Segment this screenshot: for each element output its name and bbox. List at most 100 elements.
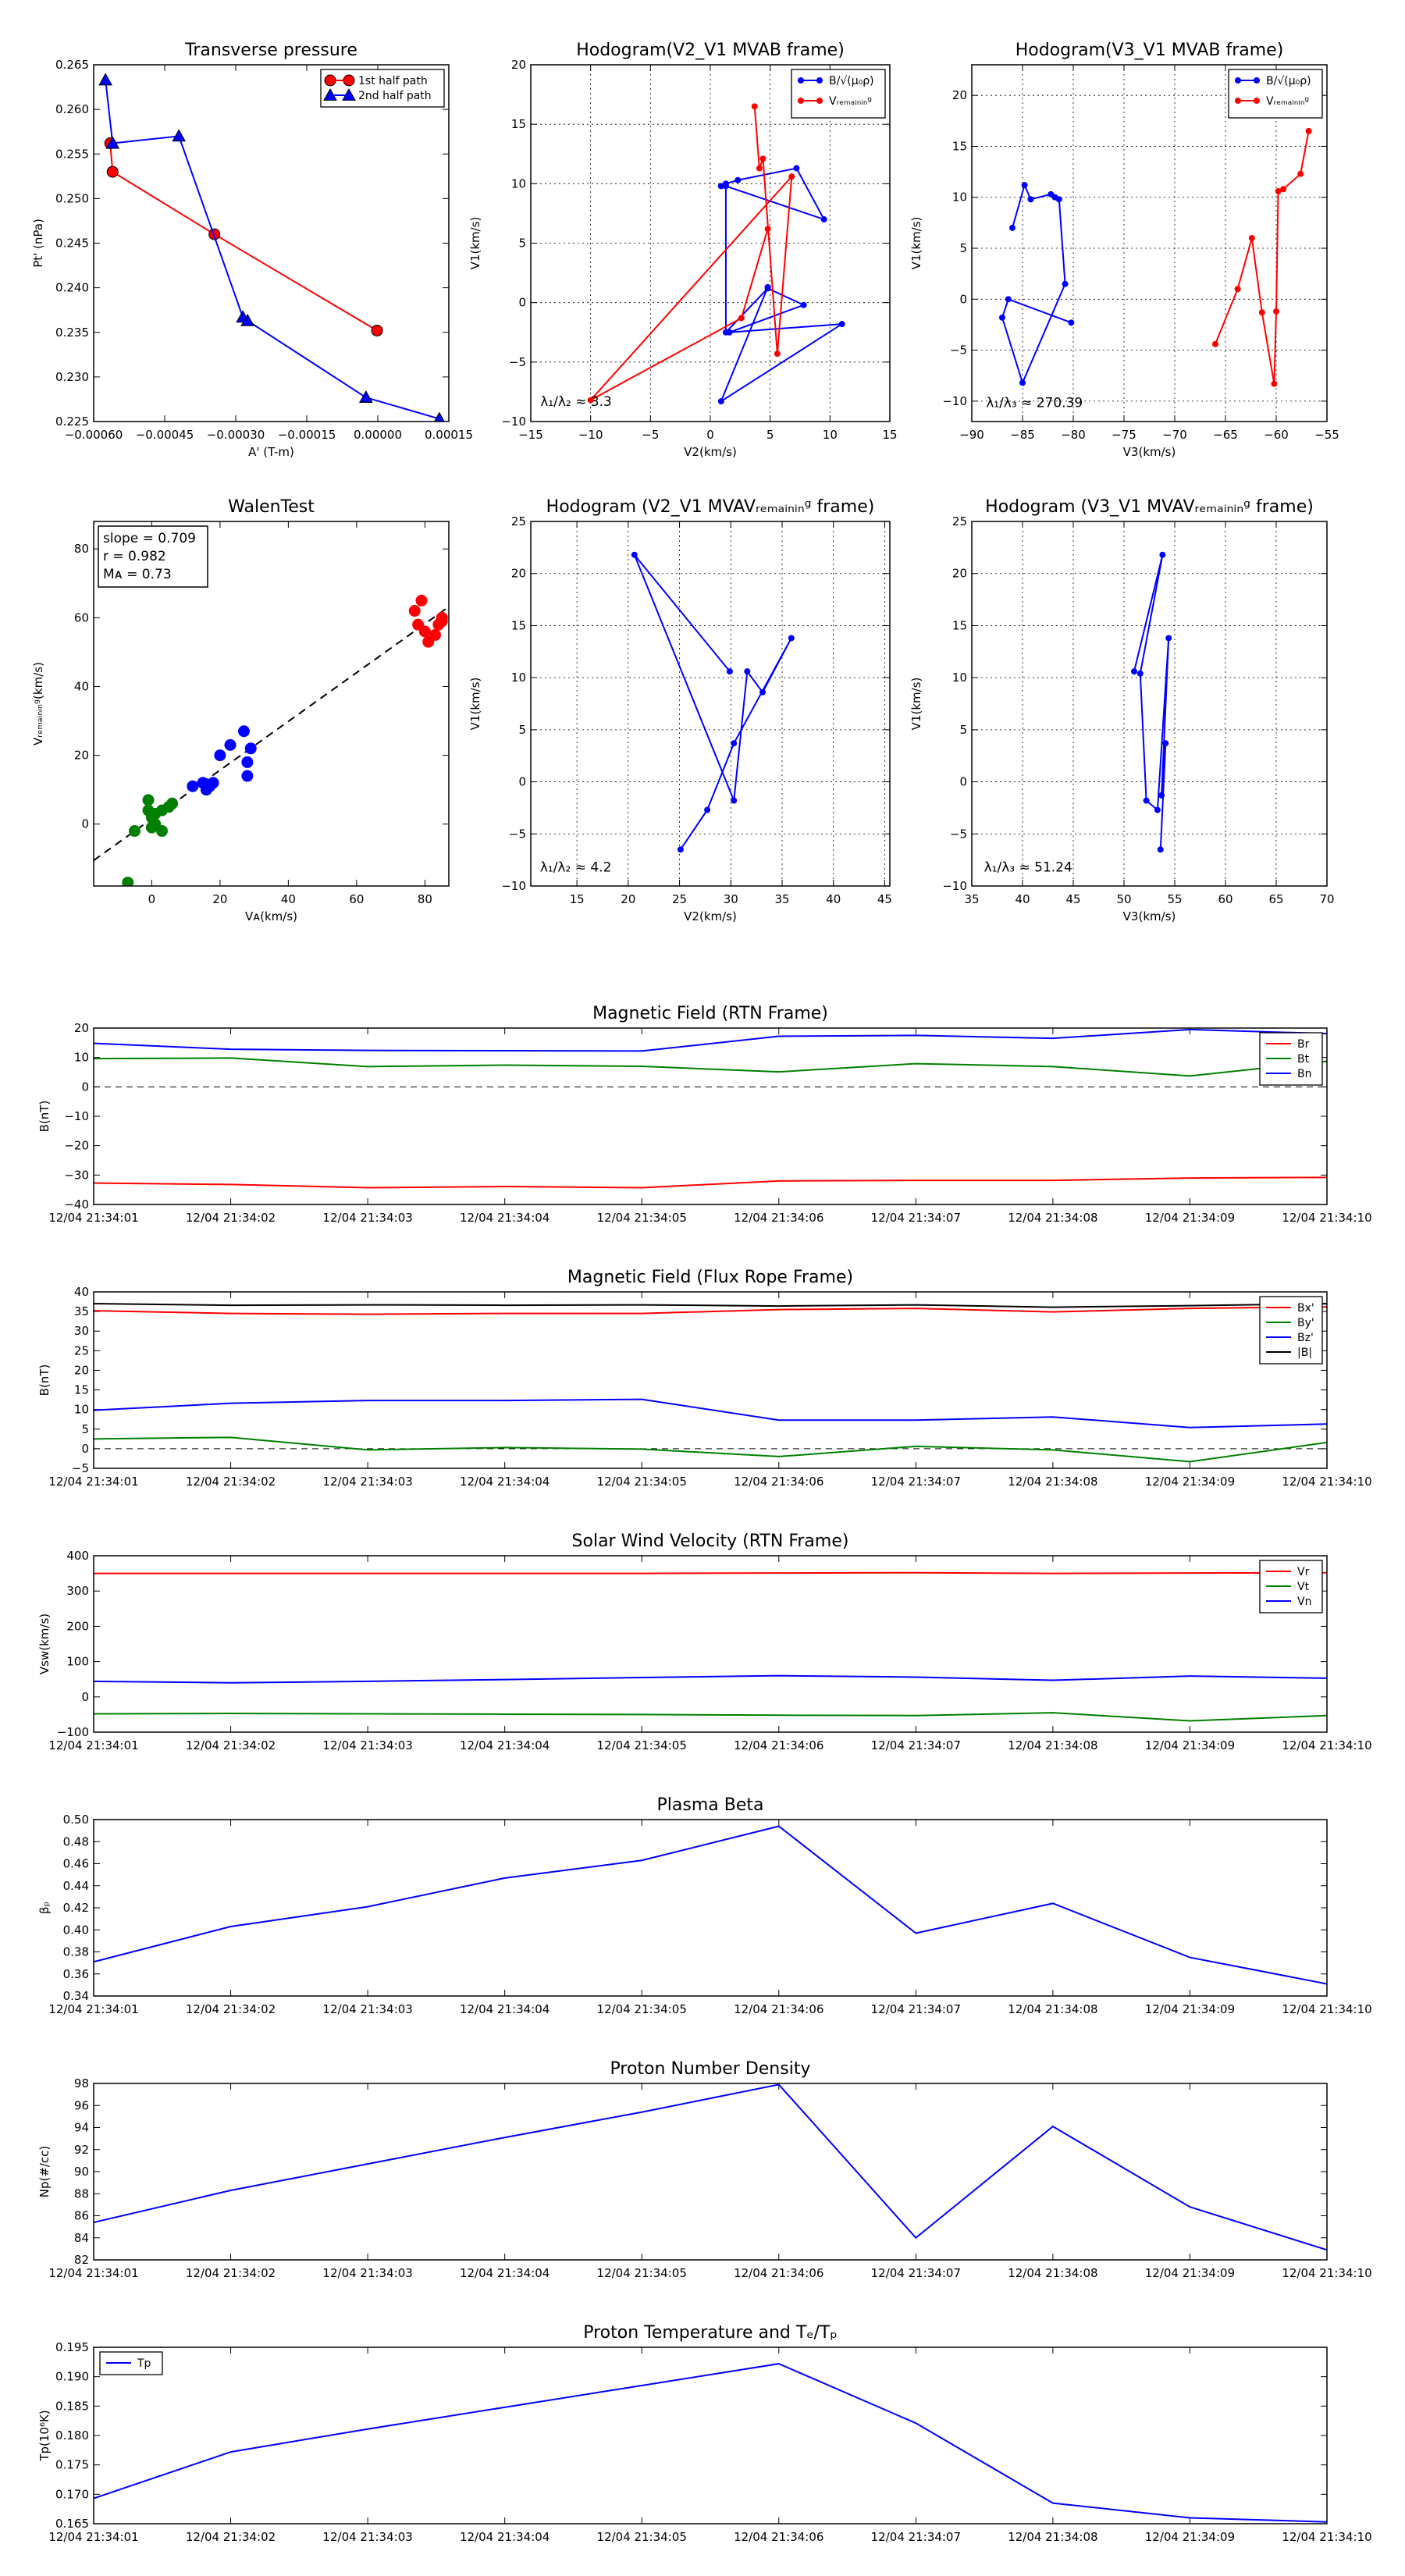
legend-label: Bt: [1297, 1053, 1310, 1066]
x-tick-label: 12/04 21:34:08: [1008, 1738, 1097, 1752]
data-point: [735, 176, 742, 183]
y-tick-label: 0: [959, 775, 967, 789]
y-tick-label: 0.265: [55, 58, 89, 72]
x-tick-label: 15: [570, 892, 585, 906]
plot-frame: [530, 64, 891, 422]
x-tick-label: 12/04 21:34:02: [186, 1738, 276, 1752]
series-line-Vᵣₑₘₐᵢₙᵢₙᵍ: [589, 106, 793, 401]
data-point: [1048, 190, 1055, 197]
series-line-0: [94, 2083, 1327, 2251]
y-tick-label: 15: [952, 139, 967, 153]
x-tick-label: −10: [578, 428, 603, 442]
data-point: [1021, 182, 1028, 189]
data-point: [105, 136, 120, 149]
x-tick-label: 12/04 21:34:06: [734, 2266, 823, 2280]
data-point: [1305, 127, 1312, 134]
data-layer: [94, 1571, 1327, 1722]
data-point: [98, 73, 113, 86]
y-tick-label: 10: [511, 671, 526, 685]
data-point: [800, 301, 807, 308]
x-tick-label: 12/04 21:34:01: [48, 1475, 138, 1489]
plot-frame: [93, 2347, 1328, 2524]
y-tick-label: 10: [952, 190, 967, 205]
chart-title: WalenTest: [228, 497, 315, 517]
data-layer: [94, 1028, 1327, 1189]
data-point: [838, 321, 845, 328]
data-point: [759, 688, 767, 696]
data-point: [820, 216, 827, 223]
plot-frame: [93, 2083, 1328, 2261]
legend-label: B/√(μ₀ρ): [1266, 75, 1311, 87]
data-point: [1271, 380, 1278, 387]
scatter-point-1: [244, 742, 257, 755]
series-line-Tp: [94, 2363, 1327, 2523]
y-axis-label: Np(#/cc): [37, 2146, 52, 2198]
y-tick-label: 300: [66, 1584, 89, 1598]
data-layer: [94, 594, 449, 886]
y-tick-label: 0.38: [63, 1945, 89, 1959]
data-point: [726, 329, 733, 336]
y-tick-label: 5: [518, 723, 526, 737]
x-tick-label: 12/04 21:34:03: [322, 1475, 412, 1489]
series-line-0: [633, 554, 792, 850]
x-tick-label: −15: [518, 428, 543, 442]
x-tick-label: 55: [1167, 892, 1182, 906]
x-tick-label: 12/04 21:34:10: [1282, 1475, 1371, 1489]
plot-frame: [93, 1555, 1328, 1733]
series-line-Bx': [94, 1306, 1327, 1315]
x-tick-label: 0.00015: [425, 428, 473, 442]
x-tick-label: 12/04 21:34:01: [48, 1738, 138, 1752]
x-tick-label: 12/04 21:34:10: [1282, 1211, 1371, 1225]
data-point: [1159, 551, 1166, 558]
series-line-Vr: [94, 1571, 1327, 1574]
y-axis-label: Vᵣₑₘₐᵢₙᵢₙᵍ(km/s): [31, 662, 45, 745]
data-layer: [94, 2363, 1327, 2523]
x-tick-label: 12/04 21:34:02: [186, 2266, 276, 2280]
x-tick-label: 12/04 21:34:04: [460, 2002, 550, 2016]
x-tick-label: 12/04 21:34:03: [322, 2266, 412, 2280]
scatter-point-0: [166, 797, 179, 809]
legend-label: Bn: [1297, 1068, 1311, 1080]
series-line-Vt: [94, 1712, 1327, 1722]
x-tick-label: 12/04 21:34:10: [1282, 2530, 1371, 2544]
y-tick-label: 15: [511, 117, 526, 131]
y-axis-label: B(nT): [37, 1364, 52, 1397]
data-point: [1009, 224, 1016, 231]
chart-pt: Transverse pressure 0.225 0.230 0.235 0.240 0…: [31, 41, 473, 459]
scatter-point-2: [436, 615, 448, 628]
x-tick-label: 12/04 21:34:09: [1145, 2266, 1235, 2280]
chart-h2: Hodogram(V3_V1 MVAB frame) −10 −5 0 5 10 15 20 −…: [909, 41, 1339, 459]
y-tick-label: −10: [501, 879, 526, 893]
y-tick-label: 20: [511, 567, 526, 581]
scatter-point-2: [418, 625, 431, 638]
data-layer: [98, 73, 445, 422]
x-tick-label: −0.00015: [278, 428, 336, 442]
x-tick-label: 40: [826, 892, 841, 906]
x-tick-label: 30: [724, 892, 738, 906]
x-tick-label: 12/04 21:34:07: [871, 1738, 961, 1752]
chart-vsw: Solar Wind Velocity (RTN Frame) −100 0 100 2…: [37, 1532, 1372, 1752]
x-axis-label: V2(km/s): [684, 445, 737, 459]
y-tick-label: 20: [74, 1363, 89, 1377]
stats-line: r = 0.982: [103, 549, 166, 564]
y-tick-label: −5: [950, 827, 967, 841]
chart-title: Proton Temperature and Tₑ/Tₚ: [583, 2323, 838, 2343]
x-tick-label: −85: [1010, 428, 1035, 442]
y-tick-label: −10: [942, 394, 967, 408]
y-tick-label: 90: [74, 2165, 89, 2179]
x-tick-label: 40: [1015, 892, 1030, 906]
x-tick-label: 5: [767, 428, 774, 442]
legend-label: Bz': [1297, 1332, 1314, 1344]
y-tick-label: 84: [74, 2231, 89, 2245]
data-point: [208, 228, 221, 240]
x-tick-label: 12/04 21:34:07: [871, 2266, 961, 2280]
chart-bfr: Magnetic Field (Flux Rope Frame) −5 0 5 10 15…: [37, 1268, 1372, 1489]
data-point: [1131, 668, 1137, 675]
scatter-point-1: [207, 777, 219, 789]
x-tick-label: 12/04 21:34:09: [1145, 2002, 1235, 2016]
x-axis-label: V3(km/s): [1123, 909, 1176, 923]
y-tick-label: 0.235: [55, 326, 89, 340]
y-axis-label: βₚ: [37, 1902, 52, 1914]
y-tick-label: 0.180: [55, 2428, 89, 2443]
fit-line: [94, 606, 449, 862]
